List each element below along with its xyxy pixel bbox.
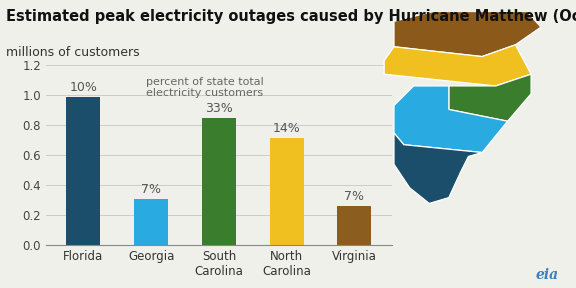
Text: millions of customers: millions of customers [6, 46, 139, 59]
Polygon shape [394, 86, 507, 153]
Bar [66, 96, 100, 245]
Text: 7%: 7% [344, 190, 365, 203]
Polygon shape [384, 45, 531, 86]
Text: Estimated peak electricity outages caused by Hurricane Matthew (Oct 7 - Oct 13, : Estimated peak electricity outages cause… [6, 9, 576, 24]
Text: 14%: 14% [273, 122, 301, 135]
Bar [134, 199, 168, 245]
Polygon shape [449, 74, 531, 121]
Bar [338, 206, 372, 245]
Bar [270, 139, 304, 245]
Polygon shape [394, 133, 482, 203]
Text: 33%: 33% [205, 102, 233, 115]
Polygon shape [394, 12, 541, 56]
Text: eia: eia [536, 268, 559, 282]
Text: 7%: 7% [141, 183, 161, 196]
Text: percent of state total
electricity customers: percent of state total electricity custo… [146, 77, 263, 98]
Bar [202, 118, 236, 245]
Text: 10%: 10% [70, 81, 97, 94]
